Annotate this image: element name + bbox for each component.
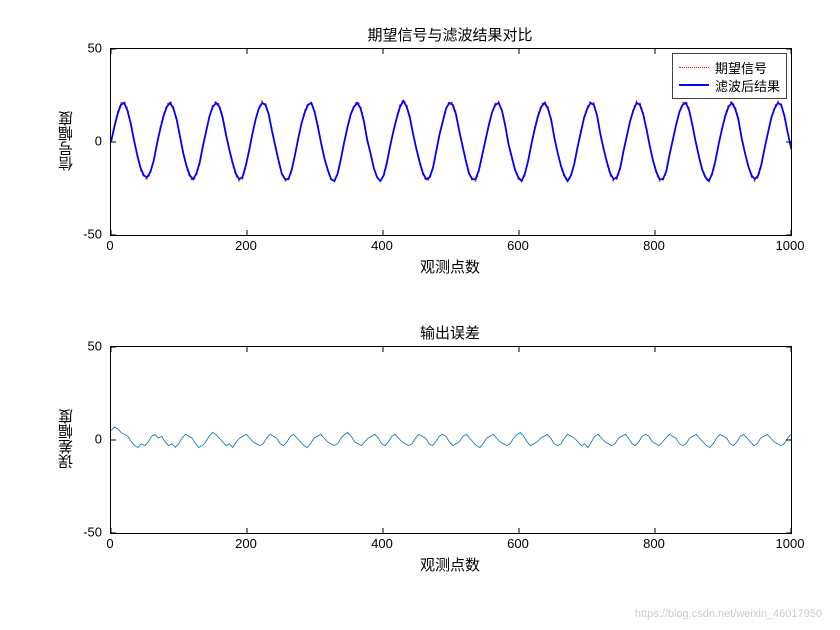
ytick-label: -50 <box>83 227 102 242</box>
subplot1-ylabel: 信号幅度 <box>56 48 77 234</box>
xtick-label: 600 <box>507 536 529 551</box>
xtick-label: 800 <box>643 536 665 551</box>
subplot2-xlabel: 观测点数 <box>110 554 790 575</box>
ytick-label: 0 <box>95 432 102 447</box>
xtick-label: 200 <box>235 238 257 253</box>
xtick-label: 800 <box>643 238 665 253</box>
subplot2-ylabel: 误差幅度 <box>56 346 77 532</box>
xtick-label: 400 <box>371 238 393 253</box>
legend-label-filtered: 滤波后结果 <box>715 76 780 95</box>
subplot2-plot-area <box>111 347 791 533</box>
legend-swatch-expected <box>679 67 709 68</box>
ytick-label: -50 <box>83 525 102 540</box>
subplot1-xlabel: 观测点数 <box>110 256 790 277</box>
xtick-label: 400 <box>371 536 393 551</box>
subplot1-legend: 期望信号 滤波后结果 <box>672 53 787 99</box>
xtick-label: 200 <box>235 536 257 551</box>
subplot2-title: 输出误差 <box>110 322 790 343</box>
watermark-text: https://blog.csdn.net/weixin_46017950 <box>635 608 822 620</box>
ytick-label: 50 <box>88 339 102 354</box>
legend-swatch-filtered <box>679 84 709 86</box>
xtick-label: 1000 <box>776 536 805 551</box>
xtick-label: 0 <box>106 536 113 551</box>
subplot1-axes: 期望信号 滤波后结果 <box>110 48 792 236</box>
xtick-label: 600 <box>507 238 529 253</box>
subplot2-axes <box>110 346 792 534</box>
figure: 期望信号与滤波结果对比 期望信号 滤波后结果 信号幅度 观测点数 输出误差 误差… <box>0 0 840 630</box>
legend-label-expected: 期望信号 <box>715 58 767 77</box>
ytick-label: 0 <box>95 134 102 149</box>
subplot1-title: 期望信号与滤波结果对比 <box>110 24 790 45</box>
xtick-label: 1000 <box>776 238 805 253</box>
legend-item-expected: 期望信号 <box>679 58 780 76</box>
xtick-label: 0 <box>106 238 113 253</box>
ytick-label: 50 <box>88 41 102 56</box>
legend-item-filtered: 滤波后结果 <box>679 76 780 94</box>
